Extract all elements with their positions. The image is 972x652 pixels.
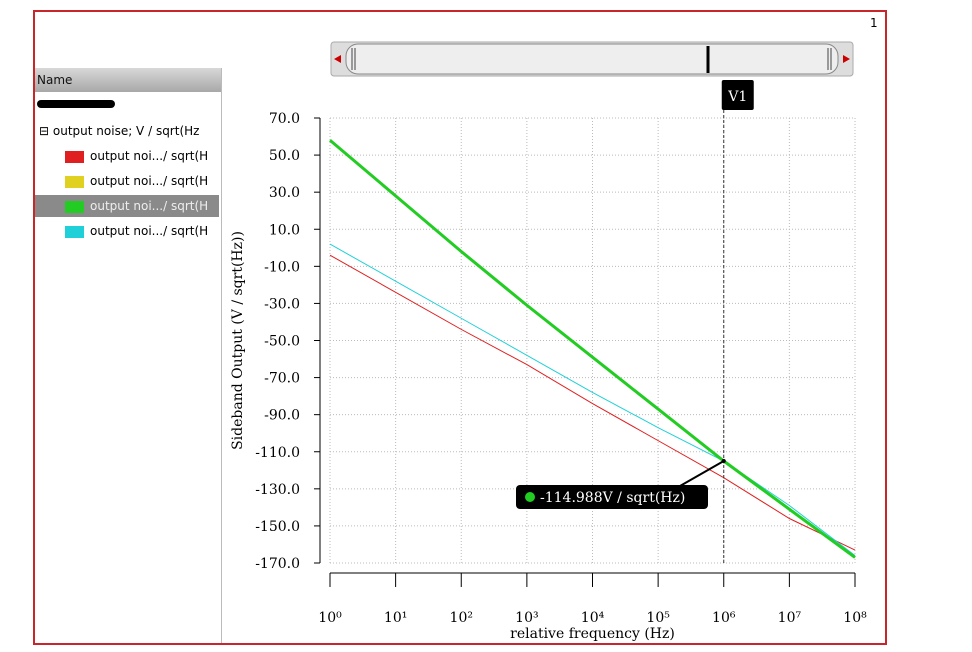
marker-label: V1 <box>727 89 747 105</box>
marker-tag <box>721 80 754 110</box>
legend-label: output noi.../ sqrt(H <box>90 174 209 188</box>
y-tick-label: 30.0 <box>269 185 300 201</box>
window: Name ⊟ output noise; V / sqrt(Hz output … <box>33 10 887 645</box>
y-tick-label: 70.0 <box>269 111 300 127</box>
y-tick-label: -170.0 <box>255 556 300 572</box>
y-tick-label: -50.0 <box>264 334 300 350</box>
x-tick-label: 10⁴ <box>581 610 605 626</box>
y-tick-label: -70.0 <box>264 371 300 387</box>
legend-swatch <box>65 200 84 213</box>
annotation-dot <box>525 492 535 502</box>
signal-panel: Name ⊟ output noise; V / sqrt(Hz output … <box>35 68 222 643</box>
legend-entry[interactable]: output noi.../ sqrt(H <box>35 170 219 192</box>
legend-swatch <box>65 175 84 188</box>
series-line <box>329 139 856 559</box>
annotation-text: -114.988V / sqrt(Hz) <box>540 490 685 506</box>
scrollbar[interactable] <box>330 41 854 77</box>
y-tick-label: -150.0 <box>255 519 300 535</box>
page-number: 1 <box>870 16 878 30</box>
y-tick-label: 10.0 <box>269 222 300 238</box>
series-line <box>329 254 856 551</box>
x-tick-label: 10⁰ <box>318 610 342 626</box>
x-tick-label: 10⁷ <box>778 610 802 626</box>
legend-entry[interactable]: output noi.../ sqrt(H <box>35 145 219 167</box>
x-tick-label: 10¹ <box>384 610 407 626</box>
legend-swatch <box>65 150 84 163</box>
series-line <box>329 243 856 556</box>
legend-entry[interactable]: output noi.../ sqrt(H <box>35 195 219 217</box>
legend-label: output noi.../ sqrt(H <box>90 199 209 213</box>
y-tick-label: 50.0 <box>269 148 300 164</box>
legend-swatch <box>65 225 84 238</box>
legend-entry[interactable]: output noi.../ sqrt(H <box>35 220 219 242</box>
x-tick-label: 10⁵ <box>646 610 670 626</box>
panel-header: Name <box>35 68 221 92</box>
legend-label: output noi.../ sqrt(H <box>90 224 209 238</box>
y-tick-label: -90.0 <box>264 408 300 424</box>
x-axis-label: relative frequency (Hz) <box>510 626 675 642</box>
tree-root-label: output noise; V / sqrt(Hz <box>52 124 200 138</box>
x-tick-label: 10³ <box>515 610 538 626</box>
annotation-point <box>721 458 726 463</box>
y-tick-label: -130.0 <box>255 482 300 498</box>
y-tick-label: -110.0 <box>255 445 300 461</box>
redacted <box>37 100 115 108</box>
annotation-box <box>516 485 708 509</box>
legend-label: output noi.../ sqrt(H <box>90 149 209 163</box>
y-axis-label: Sideband Output (V / sqrt(Hz)) <box>230 231 246 450</box>
x-tick-label: 10⁸ <box>843 610 867 626</box>
x-tick-label: 10⁶ <box>712 610 736 626</box>
x-tick-label: 10² <box>450 610 473 626</box>
annotation-arrow <box>679 460 725 487</box>
y-tick-label: -30.0 <box>264 296 300 312</box>
tree-root[interactable]: ⊟ output noise; V / sqrt(Hz <box>39 124 200 138</box>
y-tick-label: -10.0 <box>264 259 300 275</box>
